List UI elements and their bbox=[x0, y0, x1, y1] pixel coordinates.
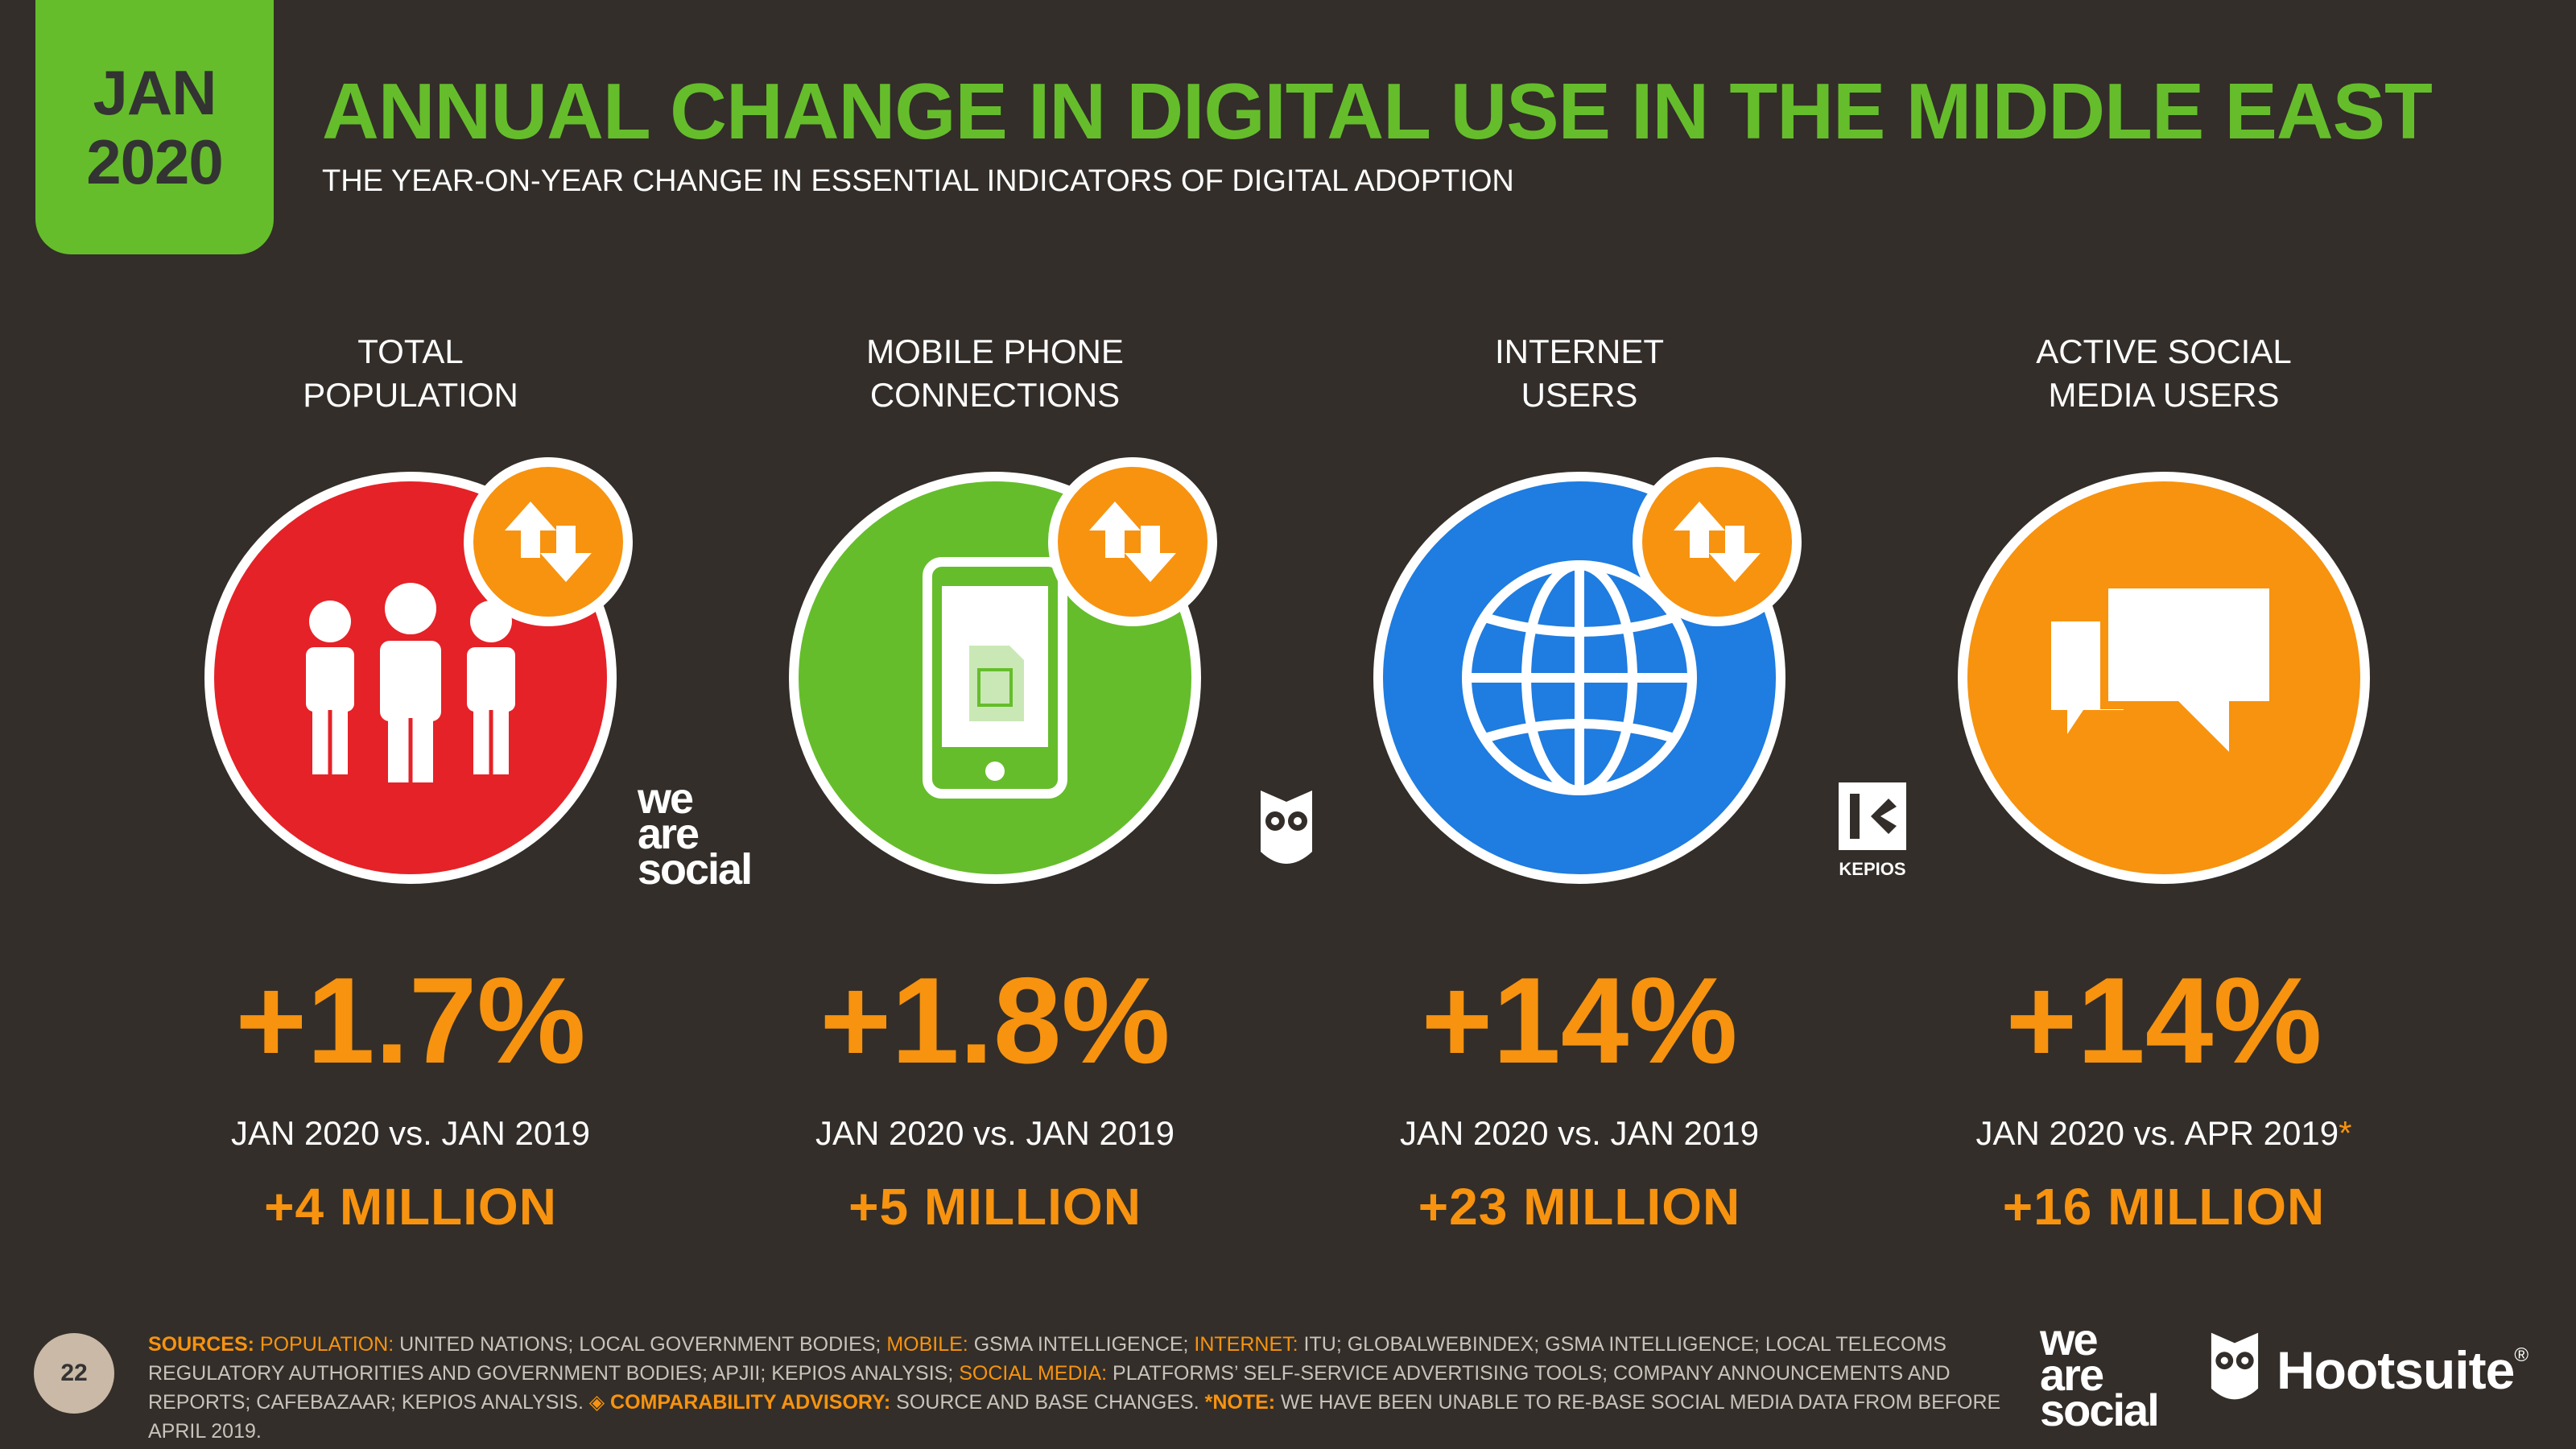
label-line: POPULATION bbox=[303, 376, 518, 414]
percent-change: +14% bbox=[2005, 952, 2322, 1089]
comparison-period: JAN 2020 vs. JAN 2019 bbox=[815, 1114, 1174, 1152]
date-year: 2020 bbox=[86, 126, 224, 197]
asterisk-note: * bbox=[2339, 1114, 2352, 1152]
up-down-arrows-icon bbox=[1633, 457, 1802, 626]
label-line: TOTAL bbox=[357, 332, 464, 370]
hootsuite-owl-icon bbox=[1261, 791, 1312, 864]
hootsuite-owl-icon bbox=[2211, 1332, 2259, 1400]
comparison-period: JAN 2020 vs. APR 2019* bbox=[1975, 1114, 2352, 1152]
kepios-label: KEPIOS bbox=[1839, 859, 1906, 879]
we-are-social-logo: we are social bbox=[638, 774, 753, 894]
label-line: CONNECTIONS bbox=[869, 376, 1121, 414]
absolute-change: +4 MILLION bbox=[264, 1178, 557, 1236]
indicator-label: ACTIVE SOCIAL MEDIA USERS bbox=[1882, 330, 2446, 419]
percent-change: +14% bbox=[1421, 952, 1738, 1089]
comparison-period: JAN 2020 vs. JAN 2019 bbox=[231, 1114, 590, 1152]
page-subtitle: THE YEAR-ON-YEAR CHANGE IN ESSENTIAL IND… bbox=[322, 164, 1514, 198]
date-badge: JAN 2020 bbox=[35, 0, 274, 254]
sources-text: SOURCES: POPULATION: UNITED NATIONS; LOC… bbox=[148, 1333, 2001, 1443]
registered-mark: ® bbox=[2514, 1344, 2529, 1366]
indicator-label: INTERNET USERS bbox=[1298, 330, 1861, 419]
absolute-change: +5 MILLION bbox=[848, 1178, 1141, 1236]
indicator-internet-users: INTERNET USERS +14% JAN 2020 vs. JAN 201… bbox=[1298, 330, 1861, 1236]
label-line: INTERNET bbox=[1495, 332, 1664, 370]
hootsuite-wordmark: Hootsuite bbox=[2277, 1340, 2515, 1400]
page-title: ANNUAL CHANGE IN DIGITAL USE IN THE MIDD… bbox=[322, 67, 2433, 155]
indicator-label: MOBILE PHONE CONNECTIONS bbox=[713, 330, 1277, 419]
date-month: JAN bbox=[93, 57, 217, 128]
up-down-arrows-icon bbox=[464, 457, 633, 626]
speech-bubbles-icon bbox=[1958, 472, 2370, 884]
page-number: 22 bbox=[34, 1333, 114, 1414]
indicator-social-media-users: ACTIVE SOCIAL MEDIA USERS +14% JAN 2020 … bbox=[1882, 330, 2446, 1236]
comparison-period: JAN 2020 vs. JAN 2019 bbox=[1400, 1114, 1759, 1152]
percent-change: +1.7% bbox=[235, 952, 586, 1089]
label-line: ACTIVE SOCIAL bbox=[2036, 332, 2292, 370]
label-line: MOBILE PHONE bbox=[866, 332, 1124, 370]
absolute-change: +23 MILLION bbox=[1418, 1178, 1741, 1236]
hootsuite-logo: Hootsuite ® bbox=[2206, 1330, 2529, 1410]
absolute-change: +16 MILLION bbox=[2002, 1178, 2326, 1236]
indicator-label: TOTAL POPULATION bbox=[129, 330, 692, 419]
up-down-arrows-icon bbox=[1048, 457, 1217, 626]
we-are-social-footer-logo: we are social bbox=[2040, 1314, 2160, 1435]
label-line: USERS bbox=[1521, 376, 1638, 414]
indicator-total-population: TOTAL POPULATION +1.7% JAN 2020 vs. JAN … bbox=[129, 330, 692, 1236]
kepios-logo: KEPIOS bbox=[1835, 782, 1909, 879]
percent-change: +1.8% bbox=[819, 952, 1170, 1089]
indicator-mobile-connections: MOBILE PHONE CONNECTIONS +1.8% JAN 2020 … bbox=[713, 330, 1277, 1236]
kepios-mark-icon bbox=[1839, 782, 1906, 850]
label-line: MEDIA USERS bbox=[2048, 376, 2280, 414]
